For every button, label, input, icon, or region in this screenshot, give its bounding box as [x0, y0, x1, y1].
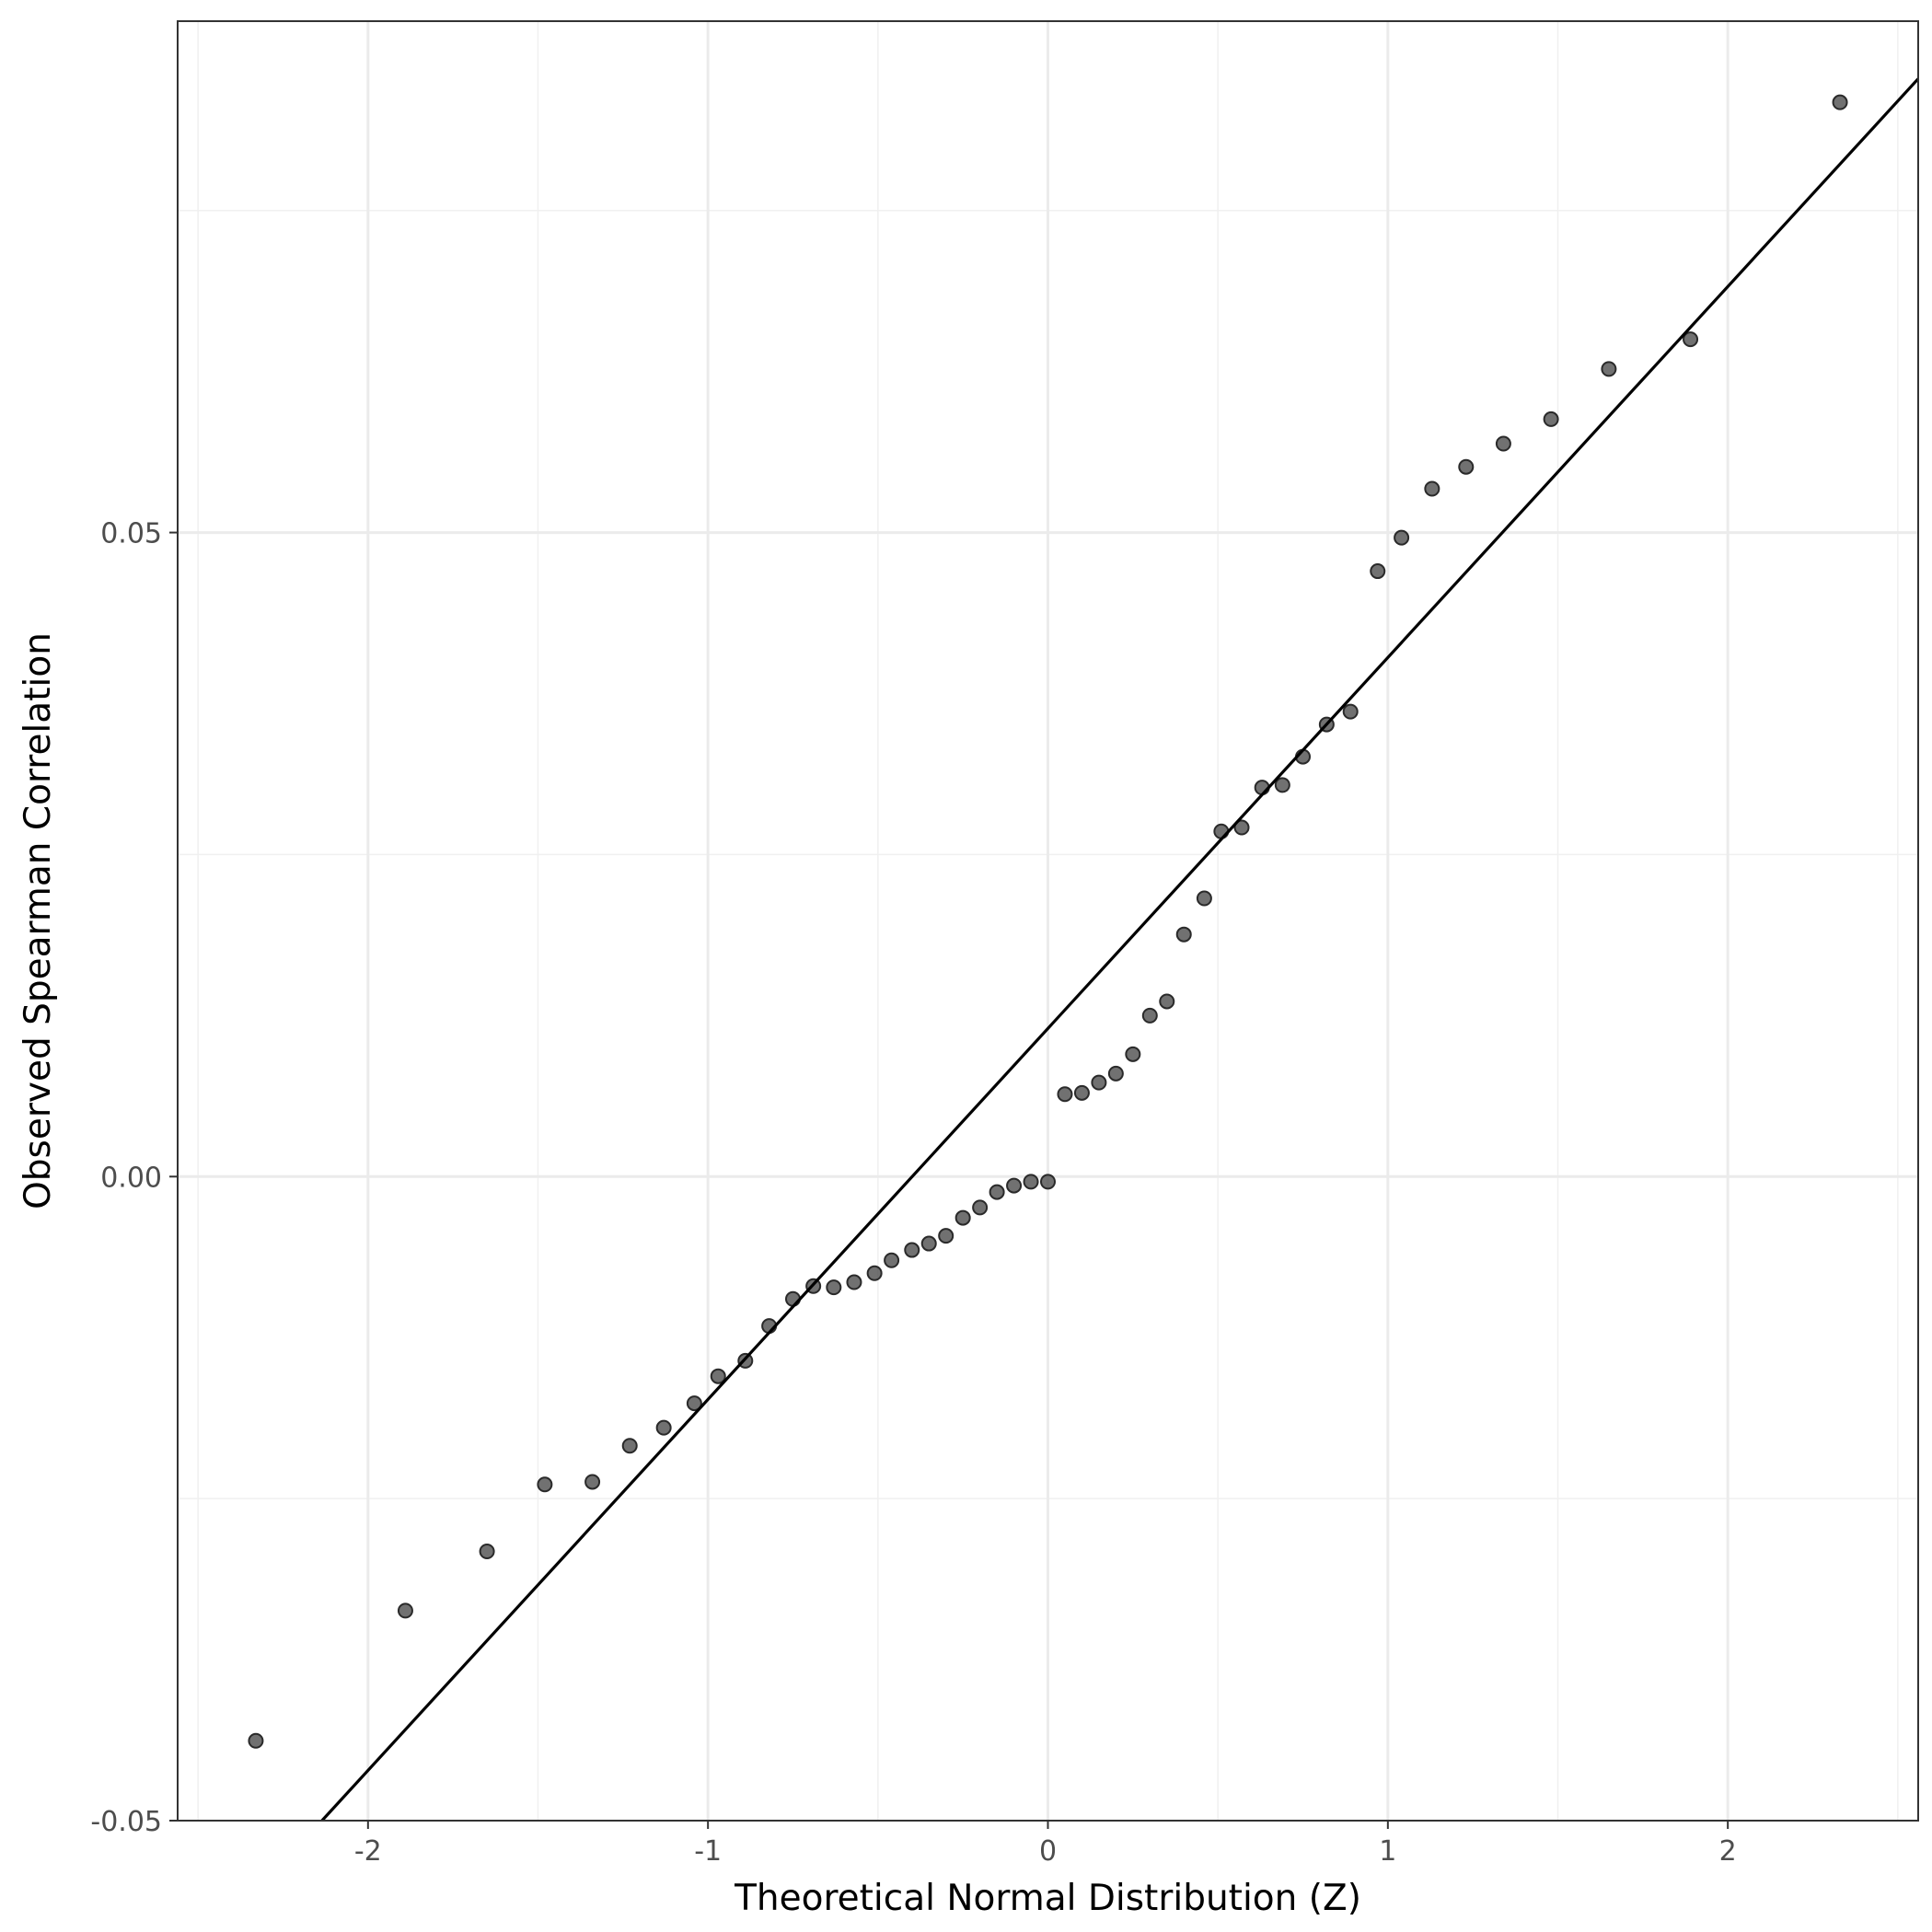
- data-point: [1125, 1046, 1141, 1062]
- data-point: [989, 1184, 1005, 1200]
- data-point: [954, 1209, 971, 1226]
- data-point: [972, 1199, 989, 1216]
- data-point: [1394, 529, 1410, 546]
- y-tick-label: 0.05: [100, 518, 162, 550]
- data-point: [920, 1235, 937, 1252]
- data-point: [1040, 1174, 1056, 1190]
- data-point: [1006, 1177, 1023, 1194]
- data-point: [1601, 361, 1617, 377]
- data-point: [1495, 435, 1511, 452]
- data-point: [1196, 890, 1212, 907]
- data-point: [1073, 1084, 1090, 1101]
- y-axis-ticks: -0.05 0.00 0.05: [90, 518, 178, 1838]
- x-tick-label: -2: [354, 1835, 382, 1868]
- y-tick-label: -0.05: [90, 1806, 162, 1838]
- major-gridlines: [178, 21, 1918, 1821]
- data-point: [1107, 1065, 1124, 1082]
- data-point: [826, 1279, 842, 1296]
- x-axis-ticks: -2 -1 0 1 2: [354, 1821, 1737, 1868]
- data-point: [846, 1274, 862, 1290]
- data-point: [938, 1228, 954, 1244]
- data-point: [621, 1438, 638, 1454]
- data-point: [686, 1395, 702, 1412]
- data-point: [248, 1732, 264, 1749]
- data-point: [537, 1476, 553, 1493]
- data-point: [584, 1474, 601, 1490]
- reference-line: [320, 77, 1920, 1822]
- data-point: [1683, 331, 1699, 348]
- data-point: [1274, 777, 1290, 793]
- data-point: [710, 1368, 726, 1384]
- data-point: [1213, 823, 1230, 839]
- data-point: [1057, 1086, 1073, 1103]
- data-point: [1832, 94, 1848, 110]
- y-tick-label: 0.00: [100, 1162, 162, 1194]
- data-point: [904, 1242, 920, 1258]
- x-tick-label: 2: [1719, 1835, 1737, 1868]
- x-tick-label: 1: [1379, 1835, 1396, 1868]
- data-point: [479, 1544, 495, 1560]
- data-point: [1023, 1174, 1039, 1190]
- x-tick-label: 0: [1039, 1835, 1057, 1868]
- reference-line-group: [320, 77, 1920, 1822]
- data-point: [1141, 1007, 1158, 1024]
- data-point: [1370, 563, 1386, 580]
- data-point: [1175, 926, 1192, 943]
- data-point: [397, 1602, 413, 1619]
- data-point: [1342, 703, 1359, 720]
- data-point: [655, 1419, 672, 1436]
- data-point: [866, 1265, 883, 1281]
- data-point: [1543, 411, 1559, 427]
- data-point: [884, 1252, 900, 1268]
- data-point: [784, 1290, 801, 1307]
- x-axis-title: Theoretical Normal Distribution (Z): [734, 1878, 1361, 1919]
- data-point: [1424, 480, 1440, 497]
- x-tick-label: -1: [694, 1835, 722, 1868]
- data-point: [1458, 458, 1475, 475]
- y-axis-title: Observed Spearman Correlation: [17, 632, 59, 1209]
- data-point: [1159, 993, 1175, 1010]
- data-point: [1233, 819, 1250, 836]
- data-point: [1091, 1074, 1107, 1091]
